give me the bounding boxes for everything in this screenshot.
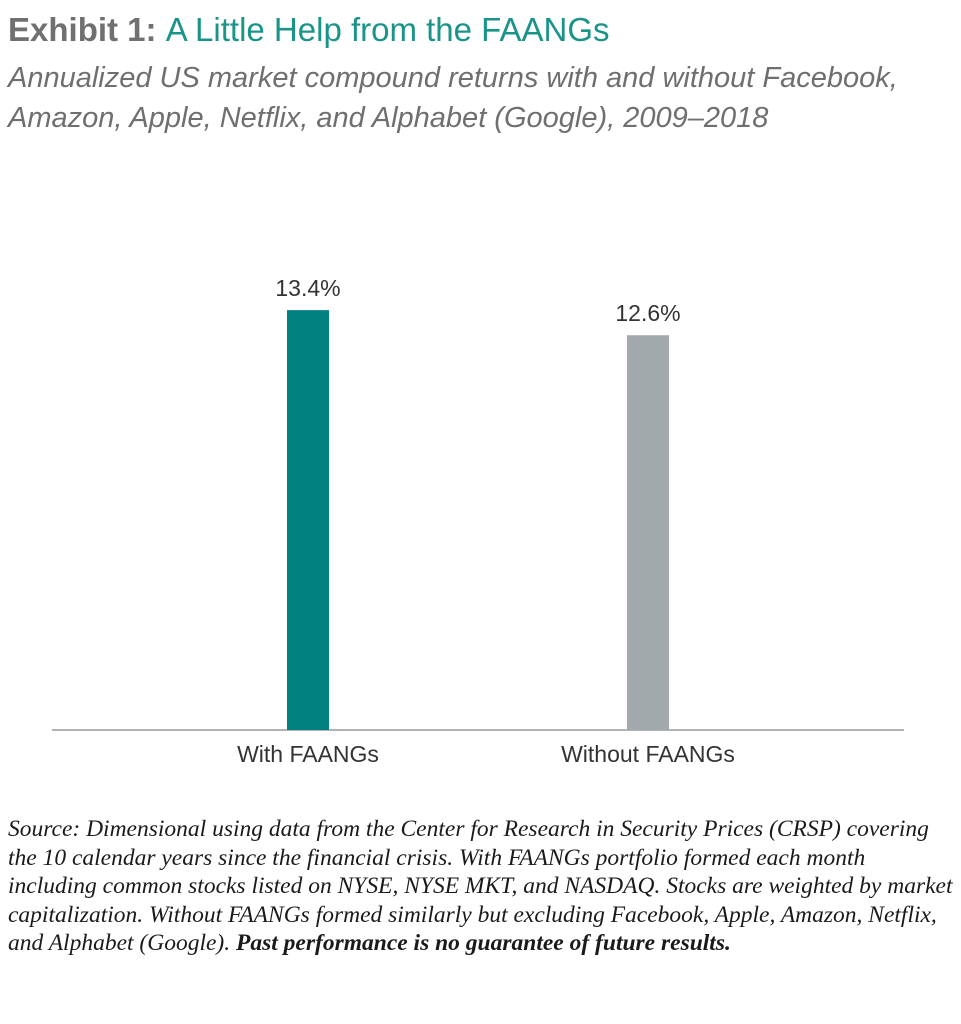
x-tick-label: With FAANGs (237, 741, 379, 767)
source-note: Source: Dimensional using data from the … (8, 815, 953, 958)
source-disclaimer: Past performance is no guarantee of futu… (236, 930, 731, 957)
bar-without-faangs (627, 335, 669, 730)
bars-group: 13.4% With FAANGs 12.6% Without FAANGs (237, 275, 735, 767)
x-tick-label: Without FAANGs (561, 741, 735, 767)
chart-title: Exhibit 1: A Little Help from the FAANGs (8, 6, 953, 54)
bar-with-faangs (287, 310, 329, 730)
title-block: Exhibit 1: A Little Help from the FAANGs… (8, 6, 953, 138)
data-label: 12.6% (615, 300, 680, 326)
title-prefix: Exhibit 1: (8, 11, 157, 48)
data-label: 13.4% (275, 275, 340, 301)
source-text: Source: Dimensional using data from the … (8, 816, 953, 957)
title-main: A Little Help from the FAANGs (165, 11, 610, 48)
bar-chart: 13.4% With FAANGs 12.6% Without FAANGs (52, 275, 904, 767)
chart-subtitle: Annualized US market compound returns wi… (8, 62, 898, 134)
